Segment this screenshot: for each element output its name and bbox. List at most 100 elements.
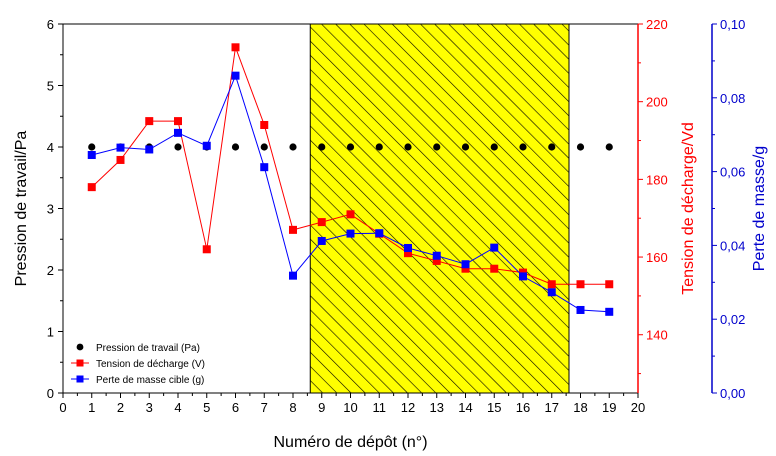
- data-point: [346, 229, 355, 238]
- left-y-tick-label: 3: [47, 202, 54, 217]
- data-point: [145, 117, 154, 126]
- data-point: [116, 155, 125, 164]
- legend-marker: [76, 359, 84, 367]
- x-tick-label: 8: [289, 400, 296, 415]
- data-point: [461, 264, 470, 273]
- data-point: [576, 305, 585, 314]
- data-point: [87, 183, 96, 192]
- x-tick-label: 7: [261, 400, 268, 415]
- data-point: [432, 256, 441, 265]
- legend-label: Perte de masse cible (g): [96, 375, 204, 386]
- data-point: [432, 251, 441, 260]
- right-tension-tick-label: 220: [646, 17, 668, 32]
- data-point: [375, 143, 383, 151]
- data-point: [346, 210, 355, 219]
- right-tension-axis-title: Tension de décharge/Vd: [680, 122, 697, 295]
- data-point: [202, 245, 211, 254]
- right-mass-tick-label: 0,04: [720, 238, 745, 253]
- data-point: [174, 128, 182, 137]
- right-tension-tick-label: 180: [646, 172, 668, 187]
- data-point: [317, 236, 326, 245]
- data-point: [375, 229, 384, 238]
- right-mass-tick-label: 0,00: [720, 386, 745, 401]
- left-y-tick-label: 1: [47, 325, 54, 340]
- data-point: [519, 272, 527, 281]
- data-point: [346, 143, 355, 151]
- right-mass-tick-label: 0,06: [720, 165, 745, 180]
- x-tick-label: 12: [401, 400, 415, 415]
- x-tick-label: 5: [203, 400, 210, 415]
- x-tick-label: 17: [545, 400, 559, 415]
- data-point: [260, 143, 268, 151]
- data-point: [548, 143, 556, 151]
- data-point: [231, 43, 240, 52]
- right-tension-tick-label: 200: [646, 95, 668, 110]
- data-point: [87, 150, 96, 159]
- x-tick-label: 2: [117, 400, 124, 415]
- data-point: [461, 260, 470, 269]
- data-point: [174, 143, 182, 151]
- data-point: [547, 280, 556, 289]
- left-y-tick-label: 2: [47, 263, 54, 278]
- right-mass-tick-label: 0,02: [720, 312, 745, 327]
- data-point: [404, 143, 412, 151]
- x-tick-label: 9: [318, 400, 325, 415]
- data-point: [202, 141, 211, 150]
- left-y-tick-label: 6: [47, 17, 54, 32]
- right-mass-axis-title: Perte de masse/g: [751, 146, 768, 271]
- data-point: [605, 307, 614, 316]
- x-tick-label: 4: [174, 400, 181, 415]
- data-point: [174, 117, 182, 126]
- x-tick-label: 18: [573, 400, 587, 415]
- x-tick-label: 19: [602, 400, 616, 415]
- x-tick-label: 16: [516, 400, 530, 415]
- left-y-tick-label: 4: [47, 140, 54, 155]
- data-point: [404, 249, 412, 258]
- legend-marker: [76, 343, 84, 351]
- right-tension-tick-label: 140: [646, 328, 668, 343]
- data-point: [231, 143, 240, 151]
- data-point: [605, 143, 613, 151]
- right-tension-tick-label: 160: [646, 250, 668, 265]
- x-tick-label: 11: [373, 400, 387, 415]
- data-point: [88, 143, 96, 151]
- data-point: [317, 218, 326, 227]
- data-point: [318, 143, 326, 151]
- data-point: [289, 271, 297, 280]
- shaded-region: [309, 23, 570, 394]
- data-point: [519, 143, 527, 151]
- data-point: [260, 163, 269, 172]
- legend-marker: [76, 375, 84, 383]
- data-point: [547, 288, 556, 297]
- data-point: [289, 225, 297, 234]
- data-point: [289, 143, 297, 151]
- data-point: [260, 120, 269, 129]
- data-point: [490, 264, 499, 273]
- data-point: [433, 143, 441, 151]
- left-y-tick-label: 5: [47, 79, 54, 94]
- x-tick-label: 6: [232, 400, 239, 415]
- data-point: [145, 145, 154, 154]
- x-tick-label: 10: [343, 400, 357, 415]
- x-tick-label: 15: [487, 400, 501, 415]
- data-point: [576, 143, 585, 151]
- legend-label: Pression de travail (Pa): [96, 343, 200, 354]
- right-mass-tick-label: 0,10: [720, 17, 745, 32]
- legend-label: Tension de décharge (V): [96, 359, 205, 370]
- data-point: [576, 280, 585, 289]
- data-point: [231, 71, 240, 80]
- x-tick-label: 3: [146, 400, 153, 415]
- x-tick-label: 13: [430, 400, 444, 415]
- x-tick-label: 0: [59, 400, 66, 415]
- data-point: [605, 280, 614, 289]
- x-tick-label: 14: [458, 400, 472, 415]
- data-point: [461, 143, 470, 151]
- left-y-axis-title: Pression de travail/Pa: [13, 131, 30, 287]
- x-tick-label: 20: [631, 400, 645, 415]
- right-mass-tick-label: 0,08: [720, 91, 745, 106]
- x-axis-title: Numéro de dépôt (n°): [273, 434, 427, 451]
- x-tick-label: 1: [88, 400, 95, 415]
- data-point: [490, 143, 498, 151]
